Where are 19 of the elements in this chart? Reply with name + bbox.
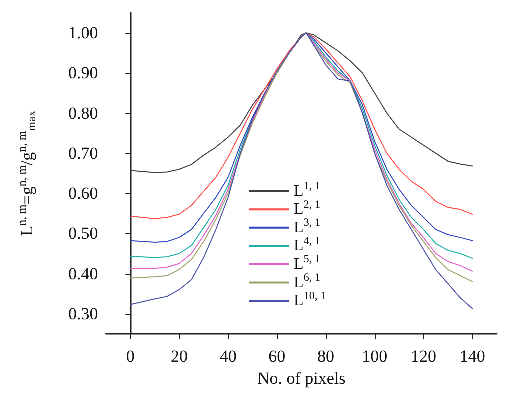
line-series	[130, 32, 474, 174]
x-axis-title: No. of pixels	[257, 369, 346, 388]
y-tick-label: 0.90	[68, 64, 98, 83]
y-tick-label: 0.30	[68, 304, 98, 324]
x-tick-label: 120	[410, 347, 436, 366]
x-tick-label: 140	[460, 347, 486, 366]
y-tick-label: 0.80	[68, 104, 98, 123]
y-axis-title: Ln, m=gn, m/gn, mmax	[15, 110, 38, 236]
x-tick-label: 40	[220, 347, 237, 366]
x-tick-label: 60	[268, 347, 286, 366]
y-tick-label: 1.00	[68, 24, 98, 43]
x-tick-label: 20	[170, 347, 188, 366]
y-tick-label: 0.50	[68, 224, 98, 244]
x-tick-label: 80	[318, 347, 335, 366]
x-tick-label: 100	[362, 347, 388, 366]
y-tick-label: 0.40	[68, 264, 98, 284]
x-tick-label: 0	[126, 347, 135, 366]
y-tick-label: 0.70	[68, 144, 98, 163]
y-tick-label: 0.60	[68, 184, 98, 204]
